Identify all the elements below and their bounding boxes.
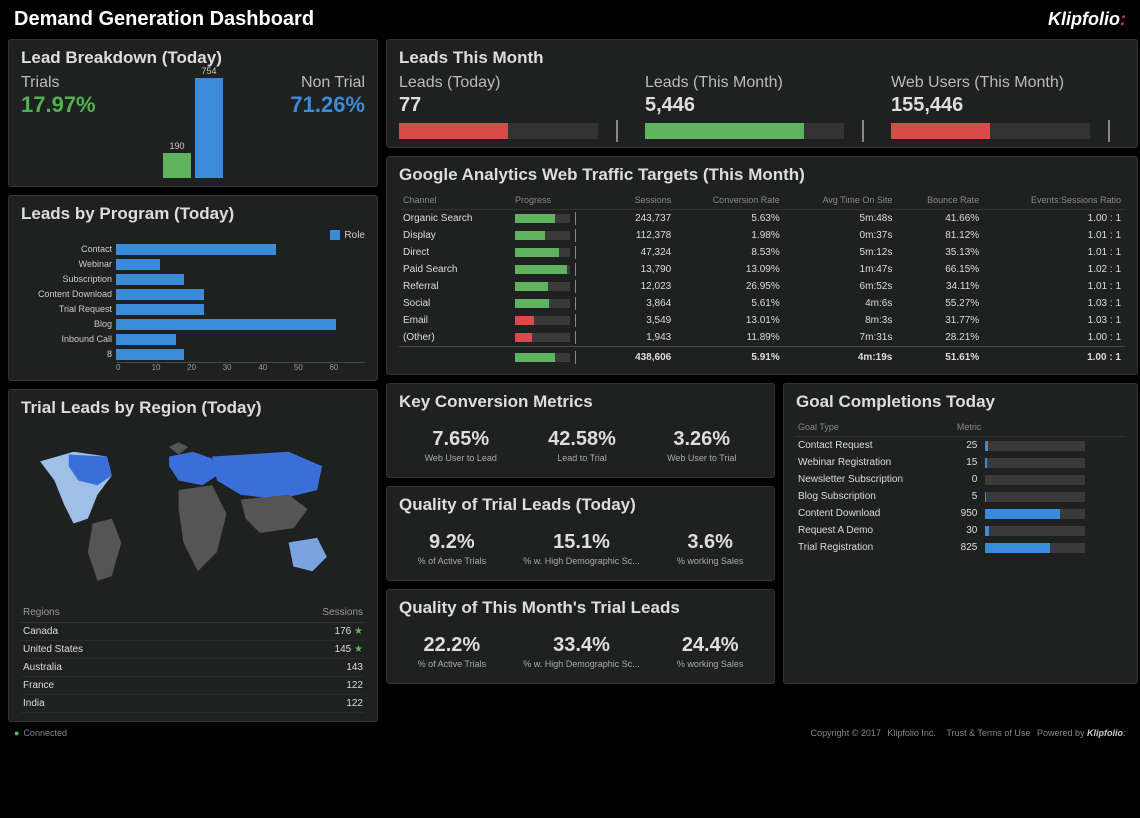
hbar-row: Subscription bbox=[21, 272, 365, 286]
powered-by: Powered by bbox=[1037, 728, 1085, 738]
stat-block: Web Users (This Month)155,446 bbox=[891, 74, 1125, 139]
table-row[interactable]: Blog Subscription5 bbox=[796, 488, 1125, 505]
metric: 33.4%% w. High Demographic Sc... bbox=[523, 634, 640, 669]
brand-logo: Klipfolio: bbox=[1048, 9, 1126, 30]
metric: 24.4%% working Sales bbox=[677, 634, 744, 669]
key-conversion-panel: Key Conversion Metrics 7.65%Web User to … bbox=[386, 383, 775, 478]
col-header: Sessions bbox=[611, 191, 675, 210]
table-row[interactable]: Referral12,02326.95%6m:52s34.11%1.01 : 1 bbox=[399, 278, 1125, 295]
table-row[interactable]: Canada176 ★ bbox=[21, 623, 365, 641]
hbar-row: Webinar bbox=[21, 257, 365, 271]
panel-title: Google Analytics Web Traffic Targets (Th… bbox=[399, 165, 1125, 185]
hbar-row: Content Download bbox=[21, 287, 365, 301]
leads-by-program-panel: Leads by Program (Today) Role ContactWeb… bbox=[8, 195, 378, 381]
x-axis: 0102030405060 bbox=[116, 362, 365, 372]
footer-logo: Klipfolio: bbox=[1087, 728, 1126, 738]
table-row[interactable]: Direct47,3248.53%5m:12s35.13%1.01 : 1 bbox=[399, 244, 1125, 261]
region-table: RegionsSessions Canada176 ★United States… bbox=[21, 603, 365, 713]
bar: 754 bbox=[195, 66, 223, 178]
stat-block: Leads (Today)77 bbox=[399, 74, 633, 139]
panel-title: Trial Leads by Region (Today) bbox=[21, 398, 365, 418]
table-row[interactable]: United States145 ★ bbox=[21, 641, 365, 659]
stat-block: Leads (This Month)5,446 bbox=[645, 74, 879, 139]
col-header: Progress bbox=[511, 191, 611, 210]
trial-leads-region-panel: Trial Leads by Region (Today) RegionsSes… bbox=[8, 389, 378, 722]
ga-traffic-targets-panel: Google Analytics Web Traffic Targets (Th… bbox=[386, 156, 1138, 375]
leads-this-month-panel: Leads This Month Leads (Today)77Leads (T… bbox=[386, 39, 1138, 148]
col-header: Events:Sessions Ratio bbox=[983, 191, 1125, 210]
panel-title: Goal Completions Today bbox=[796, 392, 1125, 412]
metric: 15.1%% w. High Demographic Sc... bbox=[523, 531, 640, 566]
link-company[interactable]: Klipfolio Inc. bbox=[887, 728, 936, 738]
chart-legend: Role bbox=[21, 230, 365, 241]
col-header: Channel bbox=[399, 191, 511, 210]
page-title: Demand Generation Dashboard bbox=[14, 8, 314, 31]
non-trial-value: 71.26% bbox=[290, 92, 365, 118]
bar: 190 bbox=[163, 141, 191, 178]
table-row[interactable]: France122 bbox=[21, 677, 365, 695]
hbar-row: Inbound Call bbox=[21, 332, 365, 346]
total-row: 438,6065.91%4m:19s51.61%1.00 : 1 bbox=[399, 347, 1125, 367]
hbar-row: Blog bbox=[21, 317, 365, 331]
table-row[interactable]: Australia143 bbox=[21, 659, 365, 677]
table-row[interactable]: (Other)1,94311.89%7m:31s28.21%1.00 : 1 bbox=[399, 329, 1125, 347]
col-header: Avg Time On Site bbox=[784, 191, 897, 210]
trials-value: 17.97% bbox=[21, 92, 96, 118]
metric: 42.58%Lead to Trial bbox=[548, 428, 616, 463]
table-row[interactable]: Paid Search13,79013.09%1m:47s66.15%1.02 … bbox=[399, 261, 1125, 278]
col-header: Conversion Rate bbox=[675, 191, 784, 210]
lead-breakdown-panel: Lead Breakdown (Today) Trials 17.97% Non… bbox=[8, 39, 378, 187]
metric: 22.2%% of Active Trials bbox=[418, 634, 487, 669]
header: Demand Generation Dashboard Klipfolio: bbox=[0, 0, 1140, 39]
table-row[interactable]: Display112,3781.98%0m:37s81.12%1.01 : 1 bbox=[399, 227, 1125, 244]
hbar-row: Contact bbox=[21, 242, 365, 256]
table-row[interactable]: Request A Demo30 bbox=[796, 522, 1125, 539]
metric: 3.6%% working Sales bbox=[677, 531, 744, 566]
table-row[interactable]: Organic Search243,7375.63%5m:48s41.66%1.… bbox=[399, 210, 1125, 228]
table-row[interactable]: Contact Request25 bbox=[796, 437, 1125, 455]
col-sessions: Sessions bbox=[224, 603, 365, 623]
link-terms[interactable]: Trust & Terms of Use bbox=[946, 728, 1030, 738]
non-trial-label: Non Trial bbox=[290, 74, 365, 92]
table-row[interactable]: India122 bbox=[21, 695, 365, 713]
panel-title: Quality of This Month's Trial Leads bbox=[399, 598, 762, 618]
table-row[interactable]: Email3,54913.01%8m:3s31.77%1.03 : 1 bbox=[399, 312, 1125, 329]
trials-label: Trials bbox=[21, 74, 96, 92]
goal-completions-panel: Goal Completions Today Goal TypeMetric C… bbox=[783, 383, 1138, 684]
panel-title: Key Conversion Metrics bbox=[399, 392, 762, 412]
metric: 7.65%Web User to Lead bbox=[425, 428, 497, 463]
col-header: Bounce Rate bbox=[896, 191, 983, 210]
goals-table: Goal TypeMetric Contact Request25Webinar… bbox=[796, 418, 1125, 556]
panel-title: Lead Breakdown (Today) bbox=[21, 48, 365, 68]
table-row[interactable]: Webinar Registration15 bbox=[796, 454, 1125, 471]
panel-title: Leads by Program (Today) bbox=[21, 204, 365, 224]
table-row[interactable]: Social3,8645.61%4m:6s55.27%1.03 : 1 bbox=[399, 295, 1125, 312]
hbar-row: 8 bbox=[21, 347, 365, 361]
col-regions: Regions bbox=[21, 603, 224, 623]
quality-month-panel: Quality of This Month's Trial Leads 22.2… bbox=[386, 589, 775, 684]
panel-title: Leads This Month bbox=[399, 48, 1125, 68]
table-row[interactable]: Newsletter Subscription0 bbox=[796, 471, 1125, 488]
panel-title: Quality of Trial Leads (Today) bbox=[399, 495, 762, 515]
metric: 3.26%Web User to Trial bbox=[667, 428, 736, 463]
table-row[interactable]: Content Download950 bbox=[796, 505, 1125, 522]
world-map[interactable] bbox=[21, 424, 365, 599]
hbar-row: Trial Request bbox=[21, 302, 365, 316]
quality-today-panel: Quality of Trial Leads (Today) 9.2%% of … bbox=[386, 486, 775, 581]
connection-status: Connected bbox=[14, 728, 67, 738]
metric: 9.2%% of Active Trials bbox=[418, 531, 487, 566]
dashboard-grid: Lead Breakdown (Today) Trials 17.97% Non… bbox=[0, 39, 1140, 722]
ga-table: ChannelProgressSessionsConversion RateAv… bbox=[399, 191, 1125, 366]
footer: Connected Copyright © 2017 Klipfolio Inc… bbox=[0, 722, 1140, 744]
table-row[interactable]: Trial Registration825 bbox=[796, 539, 1125, 556]
hbar-chart: ContactWebinarSubscriptionContent Downlo… bbox=[21, 242, 365, 361]
copyright: Copyright © 2017 bbox=[811, 728, 881, 738]
